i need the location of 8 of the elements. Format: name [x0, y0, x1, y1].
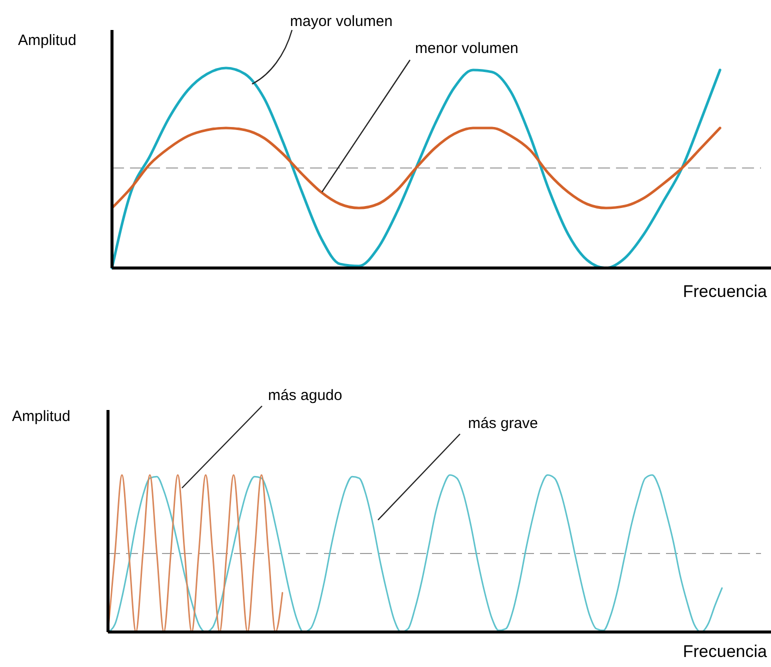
x-axis-title: Frecuencia [682, 282, 768, 301]
text: más agudo [268, 387, 342, 404]
x-axis-title: Frecuencia [682, 642, 768, 661]
y-axis-title: Amplitud [18, 32, 76, 49]
y-axis-title: Amplitud [12, 408, 70, 425]
text: más grave [468, 415, 538, 432]
text: menor volumen [415, 40, 518, 57]
text: mayor volumen [290, 13, 393, 30]
